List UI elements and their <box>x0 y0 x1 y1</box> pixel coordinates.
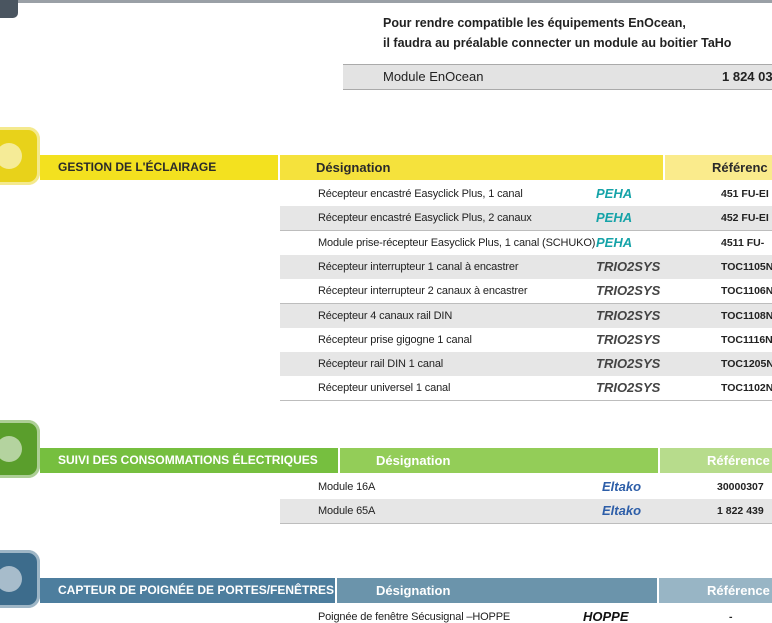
brand-logo: TRIO2SYS <box>596 356 661 372</box>
brand-logo: Eltako <box>602 479 642 494</box>
section-icon-center <box>0 436 22 462</box>
reference: TOC1116N <box>721 333 772 346</box>
brand-logo: HOPPE <box>583 609 629 623</box>
table-row <box>280 499 772 525</box>
designation: Récepteur prise gigogne 1 canal <box>318 333 472 346</box>
module-reference: 1 824 03 <box>722 69 772 84</box>
reference-header: Référence <box>707 583 770 598</box>
table-row <box>280 327 772 353</box>
brand-logo: PEHA <box>596 210 633 226</box>
section-title: GESTION DE L'ÉCLAIRAGE <box>58 160 217 174</box>
reference: - <box>729 611 733 623</box>
designation: Module 65A <box>318 505 376 518</box>
brand-logo: TRIO2SYS <box>596 380 661 396</box>
designation-header-bar <box>340 448 658 473</box>
designation-header: Désignation <box>376 583 451 598</box>
module-row <box>343 64 772 90</box>
brand-logo: TRIO2SYS <box>596 331 661 347</box>
designation-header: Désignation <box>316 160 391 175</box>
section-title-bar <box>40 578 335 603</box>
reference: TOC1205N <box>721 358 772 371</box>
designation-header: Désignation <box>376 453 451 468</box>
designation: Récepteur 4 canaux rail DIN <box>318 309 453 322</box>
reference-header-bar <box>660 448 772 473</box>
reference: TOC1108N <box>721 309 772 322</box>
section-title-bar <box>40 155 278 180</box>
designation: Récepteur interrupteur 1 canal à encastr… <box>318 260 519 273</box>
section-icon-center <box>0 566 22 592</box>
brand-logo: Eltako <box>602 503 642 519</box>
reference-header: Référence <box>707 453 770 468</box>
designation: Récepteur encastré Easyclick Plus, 2 can… <box>318 212 532 225</box>
designation: Récepteur universel 1 canal <box>318 382 451 395</box>
designation-header-bar <box>337 578 657 603</box>
reference: TOC1105N <box>721 260 772 273</box>
designation: Poignée de fenêtre Sécusignal –HOPPE <box>318 611 511 623</box>
designation-header-bar <box>280 155 663 180</box>
brand-logo: PEHA <box>596 186 633 201</box>
brand-logo: TRIO2SYS <box>596 258 661 274</box>
designation: Module prise-récepteur Easyclick Plus, 1… <box>318 236 596 249</box>
top-rule <box>0 0 772 3</box>
reference: 452 FU-EI <box>721 212 769 225</box>
brand-logo: TRIO2SYS <box>596 283 661 299</box>
reference-header: Référenc <box>712 160 768 175</box>
reference: 30000307 <box>717 481 764 493</box>
designation: Récepteur rail DIN 1 canal <box>318 358 444 371</box>
section-title: CAPTEUR DE POIGNÉE DE PORTES/FENÊTRES <box>58 583 335 597</box>
reference-header-bar <box>665 155 772 180</box>
intro-line: il faudra au préalable connecter un modu… <box>383 36 732 50</box>
corner-mark <box>0 0 18 18</box>
section-icon-center <box>0 143 22 169</box>
reference: 1 822 439 <box>717 505 764 518</box>
brand-logo: PEHA <box>596 234 633 250</box>
brand-logo: TRIO2SYS <box>596 307 661 323</box>
table-row <box>280 605 772 623</box>
designation: Récepteur interrupteur 2 canaux à encast… <box>318 285 528 298</box>
designation: Récepteur encastré Easyclick Plus, 1 can… <box>318 188 523 200</box>
intro-line: Pour rendre compatible les équipements E… <box>383 16 686 30</box>
reference: TOC1102N <box>721 382 772 395</box>
section-title-bar <box>40 448 338 473</box>
reference: 4511 FU- <box>721 236 765 249</box>
table-row <box>280 376 772 402</box>
reference-header-bar <box>659 578 772 603</box>
designation: Module 16A <box>318 481 376 493</box>
reference: TOC1106N <box>721 285 772 298</box>
section-title: SUIVI DES CONSOMMATIONS ÉLECTRIQUES <box>58 453 318 467</box>
module-designation: Module EnOcean <box>383 69 484 84</box>
reference: 451 FU-EI <box>721 188 769 200</box>
